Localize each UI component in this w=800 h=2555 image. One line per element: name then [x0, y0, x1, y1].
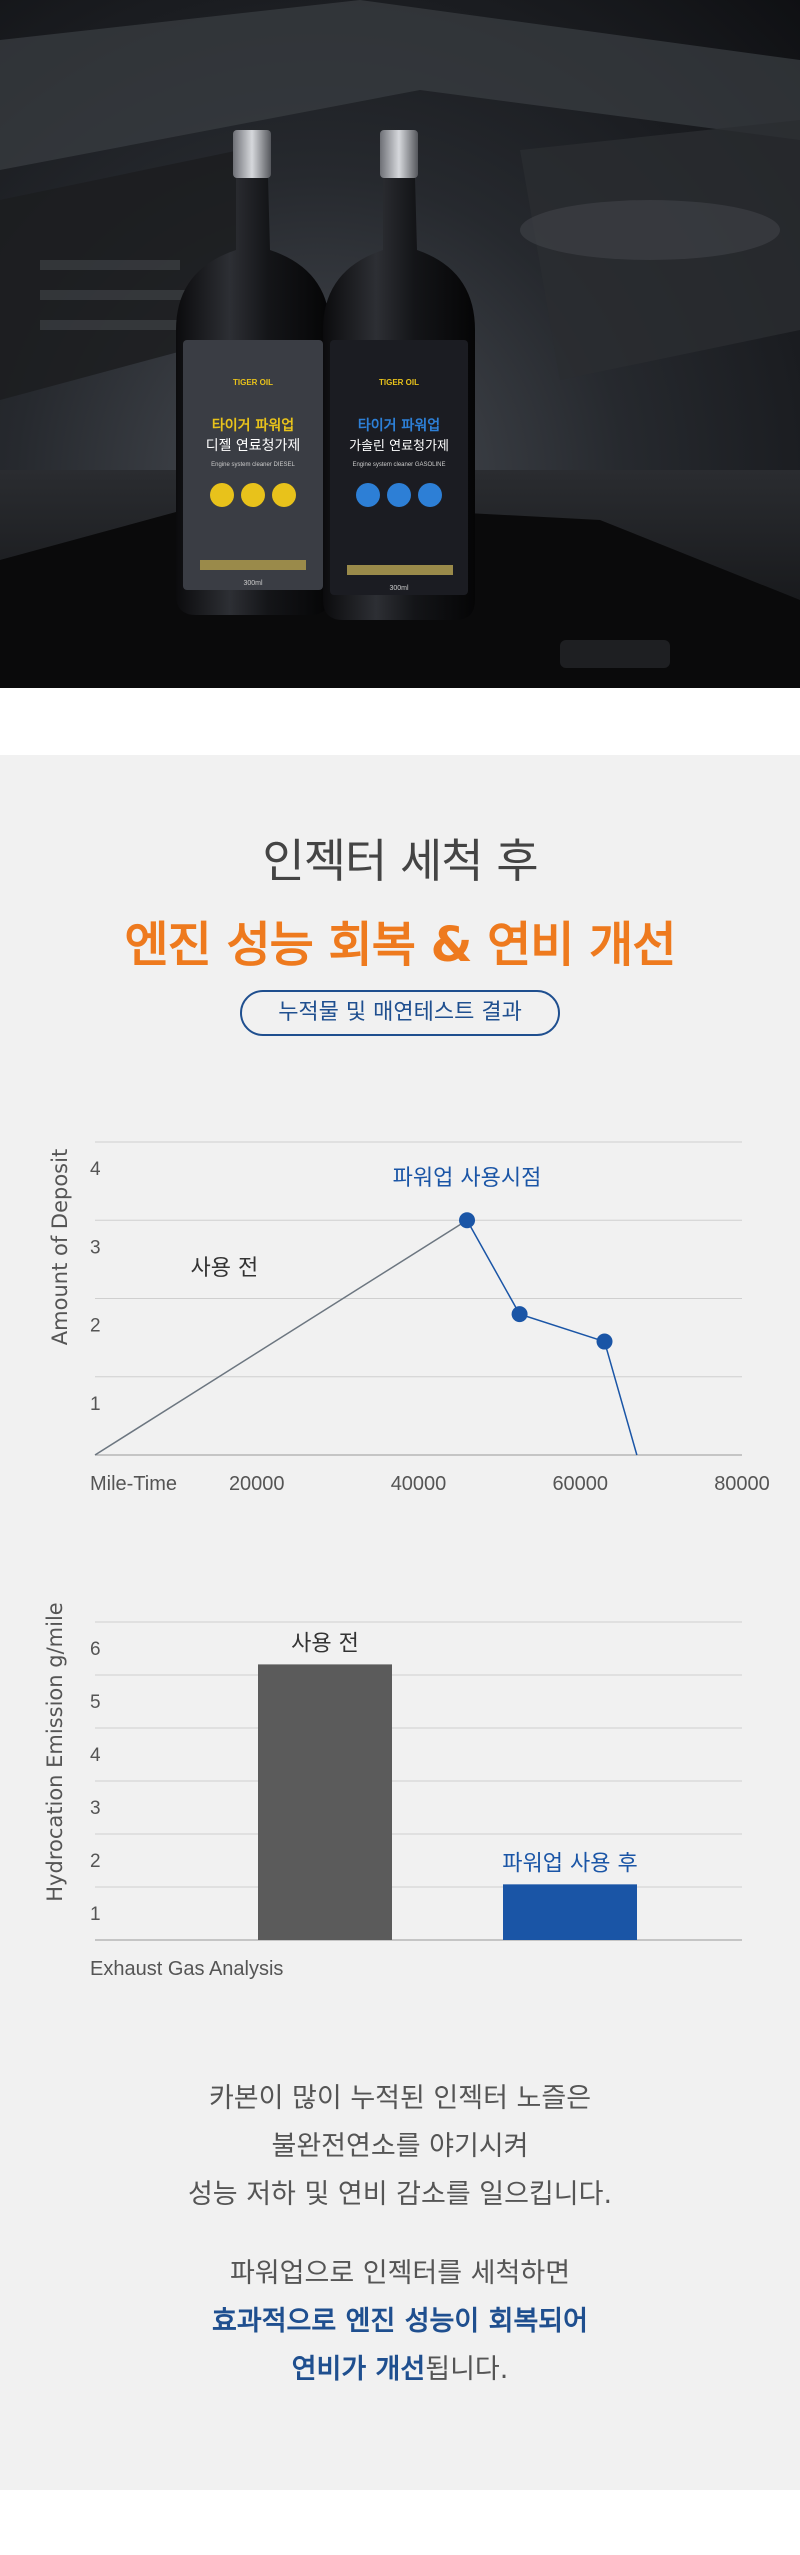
- x-tick-label-20000: 20000: [229, 1473, 285, 1495]
- hero-photo: TIGER OIL 타이거 파워업 디젤 연료청가제 Engine system…: [0, 0, 800, 688]
- desc-line-1: 카본이 많이 누적된 인젝터 노즐은: [208, 2083, 592, 2114]
- desc-line-3: 성능 저하 및 연비 감소를 일으킵니다.: [187, 2179, 613, 2210]
- y-tick-label-1: 1: [90, 1904, 101, 1925]
- desc-emphasis: 연비가 개선: [291, 2354, 426, 2385]
- data-point-1-2: [596, 1333, 613, 1350]
- diesel-brand: TIGER OIL: [233, 378, 273, 387]
- diesel-volume: 300ml: [243, 580, 263, 587]
- y-tick-label-4: 4: [90, 1159, 101, 1180]
- line-chart-ylabel: Amount of Deposit: [48, 1148, 72, 1346]
- y-tick-label-1: 1: [90, 1394, 101, 1415]
- desc-line-4: 파워업으로 인젝터를 세척하면: [229, 2258, 571, 2289]
- y-tick-label-4: 4: [90, 1745, 101, 1766]
- x-axis-label: Exhaust Gas Analysis: [90, 1958, 283, 1980]
- test-result-pill: 누적물 및 매연테스트 결과: [240, 990, 560, 1036]
- bar-chart-ylabel: Hydrocation Emission g/mile: [43, 1602, 67, 1902]
- hero-illustration: TIGER OIL 타이거 파워업 디젤 연료청가제 Engine system…: [0, 0, 800, 688]
- y-tick-label-3: 3: [90, 1237, 101, 1258]
- diesel-name-2: 디젤 연료청가제: [206, 438, 301, 454]
- y-tick-label-3: 3: [90, 1798, 101, 1819]
- data-point-1-1: [511, 1306, 528, 1323]
- y-tick-label-6: 6: [90, 1639, 101, 1660]
- section-heading: 인젝터 세척 후: [262, 834, 538, 888]
- data-point-1-0: [459, 1212, 476, 1229]
- line-chart-svg: 1 2 3 4 Mile-Time 20000 40000 60000 80000 사용 전 파워업…: [90, 1141, 770, 1495]
- x-axis-label: Mile-Time: [90, 1473, 177, 1495]
- x-tick-label-80000: 80000: [714, 1473, 770, 1495]
- gasoline-bottle: [323, 130, 475, 620]
- gasoline-brand: TIGER OIL: [379, 378, 419, 387]
- desc-tail: 됩니다.: [425, 2354, 509, 2385]
- y-tick-label-2: 2: [90, 1851, 101, 1872]
- bar-label-0: 사용 전: [291, 1631, 359, 1656]
- gasoline-sub: Engine system cleaner GASOLINE: [352, 462, 445, 468]
- bar-0: [258, 1664, 392, 1940]
- gasoline-name-1: 타이거 파워업: [358, 417, 440, 434]
- y-tick-label-2: 2: [90, 1316, 101, 1337]
- bar-1: [503, 1884, 637, 1940]
- diesel-name-1: 타이거 파워업: [212, 417, 294, 434]
- deposit-line-chart: Amount of Deposit 1 2 3 4 Mile-Time 20000 4000…: [0, 1120, 800, 1520]
- x-tick-label-60000: 60000: [552, 1473, 608, 1495]
- description-paragraph-2: 파워업으로 인젝터를 세척하면 효과적으로 엔진 성능이 회복되어 연비가 개선…: [0, 2250, 800, 2394]
- series-line-1: [466, 1219, 638, 1456]
- desc-line-5: 효과적으로 엔진 성능이 회복되어: [212, 2306, 588, 2337]
- description-paragraph-1: 카본이 많이 누적된 인젝터 노즐은 불완전연소를 야기시켜 성능 저하 및 연…: [0, 2075, 800, 2219]
- diesel-bottle: [176, 130, 330, 615]
- diesel-sub: Engine system cleaner DIESEL: [211, 462, 295, 468]
- x-tick-label-40000: 40000: [391, 1473, 447, 1495]
- emission-bar-chart: Hydrocation Emission g/mile 1 2 3 4 5 6 Exhaus…: [0, 1602, 800, 2010]
- section-subheading: 엔진 성능 회복 & 연비 개선: [124, 917, 676, 973]
- series-label-before: 사용 전: [191, 1256, 259, 1281]
- desc-line-2: 불완전연소를 야기시켜: [271, 2131, 529, 2162]
- desc-line-6: 연비가 개선됩니다.: [0, 2346, 800, 2394]
- gasoline-volume: 300ml: [389, 585, 409, 592]
- series-line-0: [94, 1219, 468, 1456]
- series-label-powerup: 파워업 사용시점: [393, 1166, 542, 1191]
- gasoline-name-2: 가솔린 연료청가제: [349, 439, 449, 454]
- bar-label-1: 파워업 사용 후: [502, 1851, 637, 1876]
- y-tick-label-5: 5: [90, 1692, 101, 1713]
